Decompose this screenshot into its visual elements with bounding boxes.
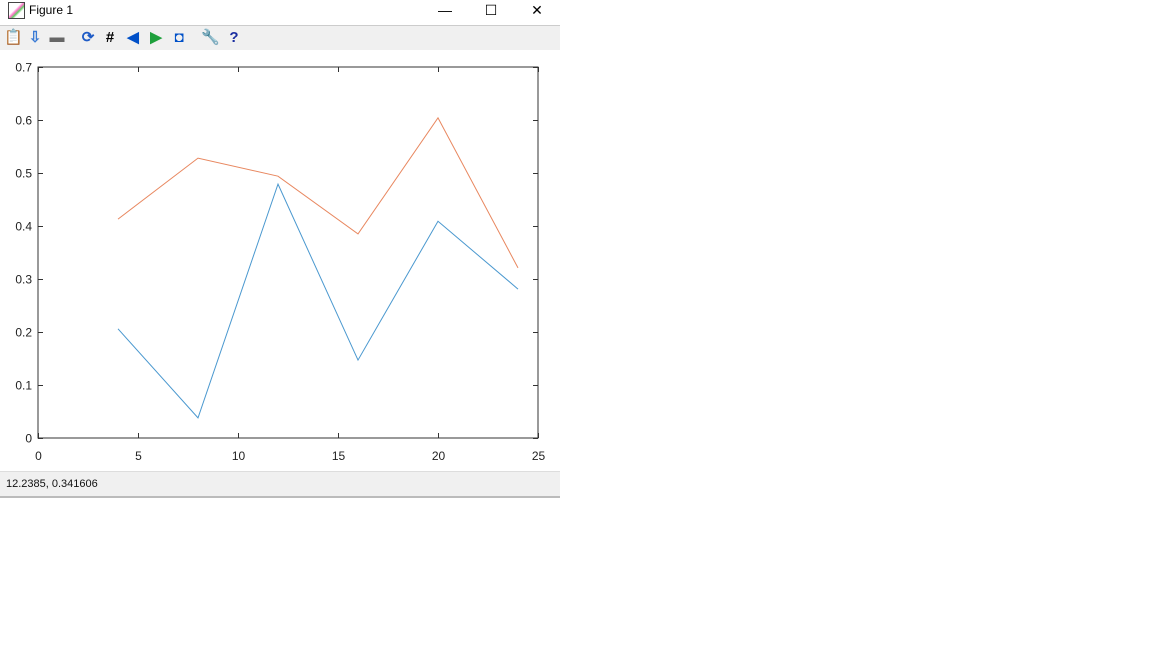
y-tick-label: 0	[25, 432, 32, 446]
y-tick-label: 0.4	[15, 220, 32, 234]
y-tick-label: 0.6	[15, 114, 32, 128]
y-tick-label: 0.7	[15, 61, 32, 75]
figure-app-icon	[8, 2, 25, 19]
x-tick-label: 20	[432, 449, 446, 463]
minimize-button[interactable]: —	[438, 2, 452, 18]
y-tick-label: 0.3	[15, 273, 32, 287]
copy-icon[interactable]: 📋	[4, 29, 23, 46]
status-bar: 12.2385, 0.341606	[0, 471, 560, 498]
zoom-in-icon[interactable]: ◀	[127, 29, 139, 46]
y-tick-label: 0.2	[15, 326, 32, 340]
y-tick-label: 0.1	[15, 379, 32, 393]
x-tick-label: 5	[135, 449, 142, 463]
grid-icon[interactable]: #	[105, 29, 115, 46]
series-line-1	[117, 182, 519, 419]
x-tick-label: 15	[332, 449, 346, 463]
y-tick-label: 0.5	[15, 167, 32, 181]
series-line-2	[117, 116, 519, 269]
rotate-icon[interactable]: ⟳	[81, 29, 95, 46]
window-title: Figure 1	[29, 3, 74, 17]
settings-icon[interactable]: 🔧	[201, 29, 220, 46]
save-icon[interactable]: ⇩	[28, 29, 42, 46]
x-tick-label: 10	[232, 449, 246, 463]
print-icon[interactable]: ▬	[49, 29, 65, 46]
plot-axes[interactable]: 0 5 10 15 20 25 0 0.1 0.2 0.3 0.4 0.5 0.6 0.7	[0, 50, 560, 471]
cursor-coordinates: 12.2385, 0.341606	[6, 478, 98, 490]
title-bar: Figure 1 — ☐ ✕	[0, 0, 560, 26]
axes-box	[37, 66, 539, 439]
zoom-out-icon[interactable]: ▶	[150, 29, 162, 46]
figure-toolbar: 📋 ⇩ ▬ ⟳ # ◀ ▶ ◘ 🔧?	[0, 26, 560, 50]
close-button[interactable]: ✕	[531, 2, 543, 18]
figure-window: Figure 1 — ☐ ✕ 📋 ⇩ ▬ ⟳ # ◀ ▶ ◘ 🔧? 0 5 10 15 20 25 0 0.1…	[0, 0, 560, 498]
autoscale-icon[interactable]: ◘	[174, 29, 184, 46]
maximize-button[interactable]: ☐	[484, 2, 498, 18]
x-tick-label: 25	[532, 449, 546, 463]
help-icon[interactable]: ?	[229, 29, 239, 46]
x-tick-label: 0	[35, 449, 42, 463]
